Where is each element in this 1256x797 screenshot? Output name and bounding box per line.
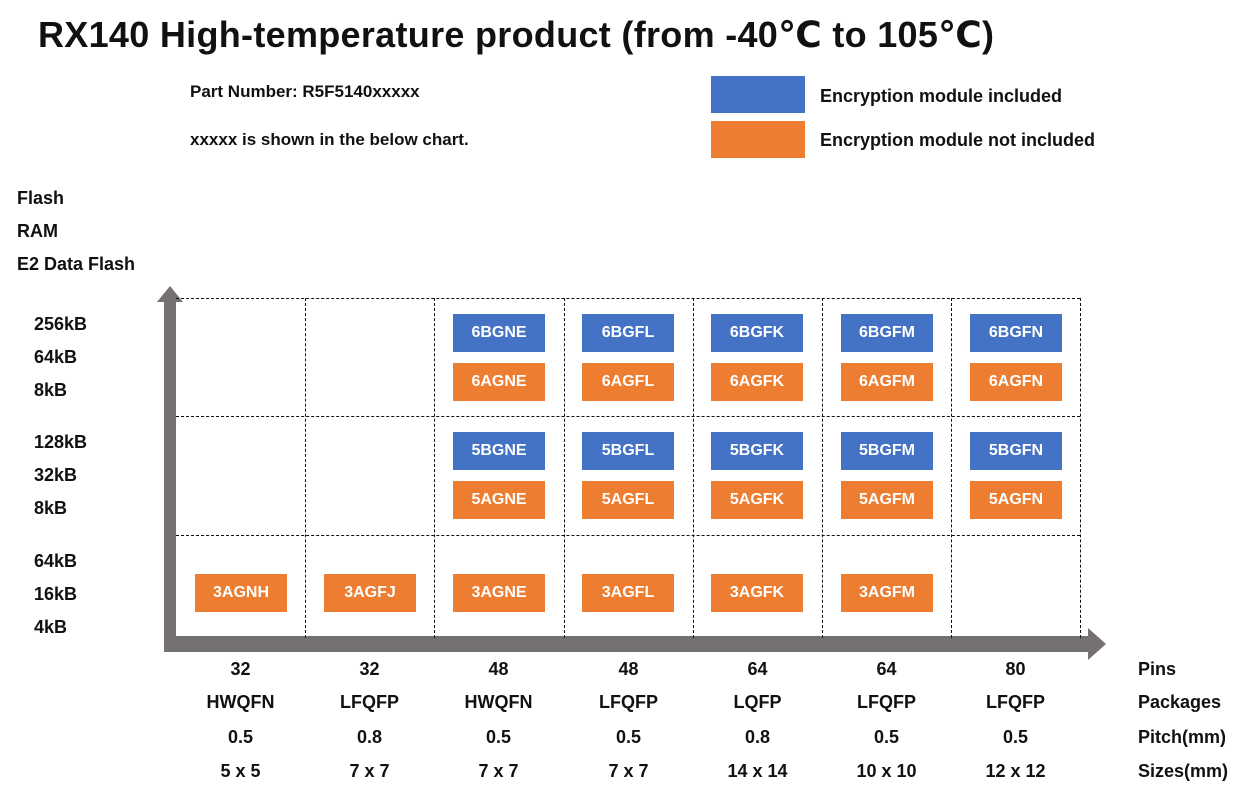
column-size-label: 7 x 7 (478, 761, 519, 781)
part-code-not-encrypted: 6AGFM (841, 363, 933, 401)
part-code-encrypted: 5BGFM (841, 432, 933, 470)
grid-column-divider (564, 298, 565, 638)
x-axis-row-label: Packages (1138, 692, 1222, 712)
column-pins-label: 48 (488, 659, 509, 679)
grid-column-divider (693, 298, 694, 638)
grid-row-divider (176, 416, 1080, 417)
column-pitch-label: 0.5 (615, 727, 642, 747)
column-pins-label: 80 (1005, 659, 1026, 679)
column-size-label: 7 x 7 (349, 761, 390, 781)
grid-column-divider (822, 298, 823, 638)
part-code-not-encrypted: 5AGFL (582, 481, 674, 519)
chart-note: xxxxx is shown in the below chart. (190, 130, 469, 149)
memory-size-label: 8kB (34, 498, 68, 518)
column-pitch-label: 0.5 (1002, 727, 1029, 747)
column-size-label: 10 x 10 (856, 761, 917, 781)
column-package-label: LFQFP (340, 692, 399, 712)
memory-size-label: 256kB (34, 314, 88, 334)
column-pins-label: 64 (747, 659, 768, 679)
column-pins-label: 32 (230, 659, 251, 679)
grid-row-divider (176, 535, 1080, 536)
part-code-not-encrypted: 3AGNE (453, 574, 545, 612)
column-pins-label: 48 (618, 659, 639, 679)
column-pitch-label: 0.8 (744, 727, 771, 747)
part-code-encrypted: 6BGFK (711, 314, 803, 352)
legend-swatch-not-encrypted (711, 121, 805, 158)
part-code-not-encrypted: 5AGFM (841, 481, 933, 519)
part-code-not-encrypted: 5AGFK (711, 481, 803, 519)
part-code-not-encrypted: 6AGFL (582, 363, 674, 401)
memory-size-label: 8kB (34, 380, 68, 400)
part-code-not-encrypted: 3AGFK (711, 574, 803, 612)
memory-size-label: 64kB (34, 347, 78, 367)
part-number: Part Number: R5F5140xxxxx (190, 82, 420, 101)
legend-label-not-encrypted: Encryption module not included (820, 130, 1096, 150)
column-pins-label: 32 (359, 659, 380, 679)
column-size-label: 12 x 12 (985, 761, 1046, 781)
column-pitch-label: 0.8 (356, 727, 383, 747)
x-axis-row-label: Pins (1138, 659, 1177, 679)
column-pins-label: 64 (876, 659, 897, 679)
part-code-encrypted: 6BGFL (582, 314, 674, 352)
page-title: RX140 High-temperature product (from -40… (38, 14, 995, 55)
y-header-e2-data-flash: E2 Data Flash (17, 254, 136, 274)
part-code-not-encrypted: 5AGFN (970, 481, 1062, 519)
memory-size-label: 16kB (34, 584, 78, 604)
part-code-not-encrypted: 6AGFK (711, 363, 803, 401)
part-code-not-encrypted: 3AGNH (195, 574, 287, 612)
column-size-label: 7 x 7 (608, 761, 649, 781)
x-axis-arrow (164, 628, 1106, 660)
memory-size-label: 128kB (34, 432, 88, 452)
part-code-not-encrypted: 6AGFN (970, 363, 1062, 401)
column-size-label: 5 x 5 (220, 761, 261, 781)
part-code-not-encrypted: 5AGNE (453, 481, 545, 519)
part-code-not-encrypted: 3AGFJ (324, 574, 416, 612)
memory-size-label: 64kB (34, 551, 78, 571)
part-code-encrypted: 5BGFL (582, 432, 674, 470)
column-package-label: HWQFN (206, 692, 275, 712)
column-size-label: 14 x 14 (727, 761, 788, 781)
y-header-flash: Flash (17, 188, 65, 208)
grid-row-divider (176, 298, 1080, 299)
part-code-not-encrypted: 3AGFL (582, 574, 674, 612)
x-axis-row-label: Sizes(mm) (1138, 761, 1229, 781)
column-package-label: LFQFP (857, 692, 916, 712)
column-package-label: LFQFP (599, 692, 658, 712)
part-code-encrypted: 5BGFN (970, 432, 1062, 470)
part-code-encrypted: 6BGNE (453, 314, 545, 352)
legend-label-encrypted: Encryption module included (820, 86, 1063, 106)
y-header-ram: RAM (17, 221, 58, 241)
column-package-label: HWQFN (464, 692, 533, 712)
column-pitch-label: 0.5 (227, 727, 254, 747)
x-axis-row-label: Pitch(mm) (1138, 727, 1227, 747)
memory-size-label: 4kB (34, 617, 68, 637)
part-code-encrypted: 5BGNE (453, 432, 545, 470)
memory-size-label: 32kB (34, 465, 78, 485)
column-package-label: LQFP (733, 692, 782, 712)
part-code-not-encrypted: 6AGNE (453, 363, 545, 401)
grid-column-divider (1080, 298, 1081, 638)
grid-column-divider (951, 298, 952, 638)
legend-swatch-encrypted (711, 76, 805, 113)
grid-column-divider (305, 298, 306, 638)
part-code-not-encrypted: 3AGFM (841, 574, 933, 612)
y-axis-arrow (157, 286, 183, 648)
column-pitch-label: 0.5 (485, 727, 512, 747)
column-package-label: LFQFP (986, 692, 1045, 712)
part-code-encrypted: 6BGFM (841, 314, 933, 352)
part-code-encrypted: 5BGFK (711, 432, 803, 470)
column-pitch-label: 0.5 (873, 727, 900, 747)
grid-column-divider (434, 298, 435, 638)
part-code-encrypted: 6BGFN (970, 314, 1062, 352)
